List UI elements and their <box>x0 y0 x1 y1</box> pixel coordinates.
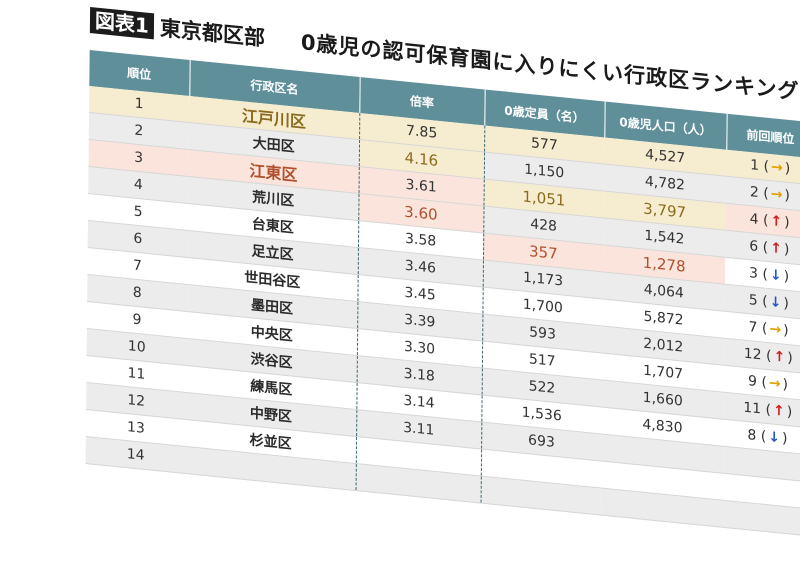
previous-rank-value: 4 <box>749 211 759 228</box>
arrow-right-icon: → <box>770 186 783 204</box>
arrow-up-icon: ↑ <box>773 348 786 366</box>
previous-rank-value: 6 <box>749 238 759 255</box>
arrow-down-icon: ↓ <box>768 429 781 447</box>
ranking-table: 順位 行政区名 倍率 0歳定員（名） 0歳児人口（人） 前回順位 1 江戸川区 7.… <box>85 50 800 537</box>
previous-rank-value: 1 <box>750 157 760 174</box>
ranking-figure: 図表1 東京都区部 0歳児の認可保育園に入りにくい行政区ランキング 順位 行政区… <box>85 7 800 588</box>
arrow-down-icon: ↓ <box>769 267 782 285</box>
previous-rank-value: 11 <box>743 399 762 418</box>
area-label: 東京都区部 <box>159 15 266 51</box>
previous-rank-value: 8 <box>747 427 757 444</box>
arrow-right-icon: → <box>768 375 781 393</box>
previous-rank-value: 7 <box>748 319 758 336</box>
arrow-up-icon: ↑ <box>770 240 783 258</box>
arrow-up-icon: ↑ <box>772 402 785 420</box>
previous-rank-value: 12 <box>743 345 762 364</box>
previous-rank-value: 3 <box>748 265 759 282</box>
arrow-up-icon: ↑ <box>770 213 783 231</box>
arrow-right-icon: → <box>770 159 783 177</box>
previous-rank-value: 2 <box>749 184 759 201</box>
previous-rank-value: 9 <box>747 373 758 390</box>
arrow-down-icon: ↓ <box>769 294 782 312</box>
previous-rank-value: 5 <box>748 292 758 309</box>
arrow-right-icon: → <box>769 321 782 339</box>
figure-label: 図表1 <box>89 7 155 40</box>
